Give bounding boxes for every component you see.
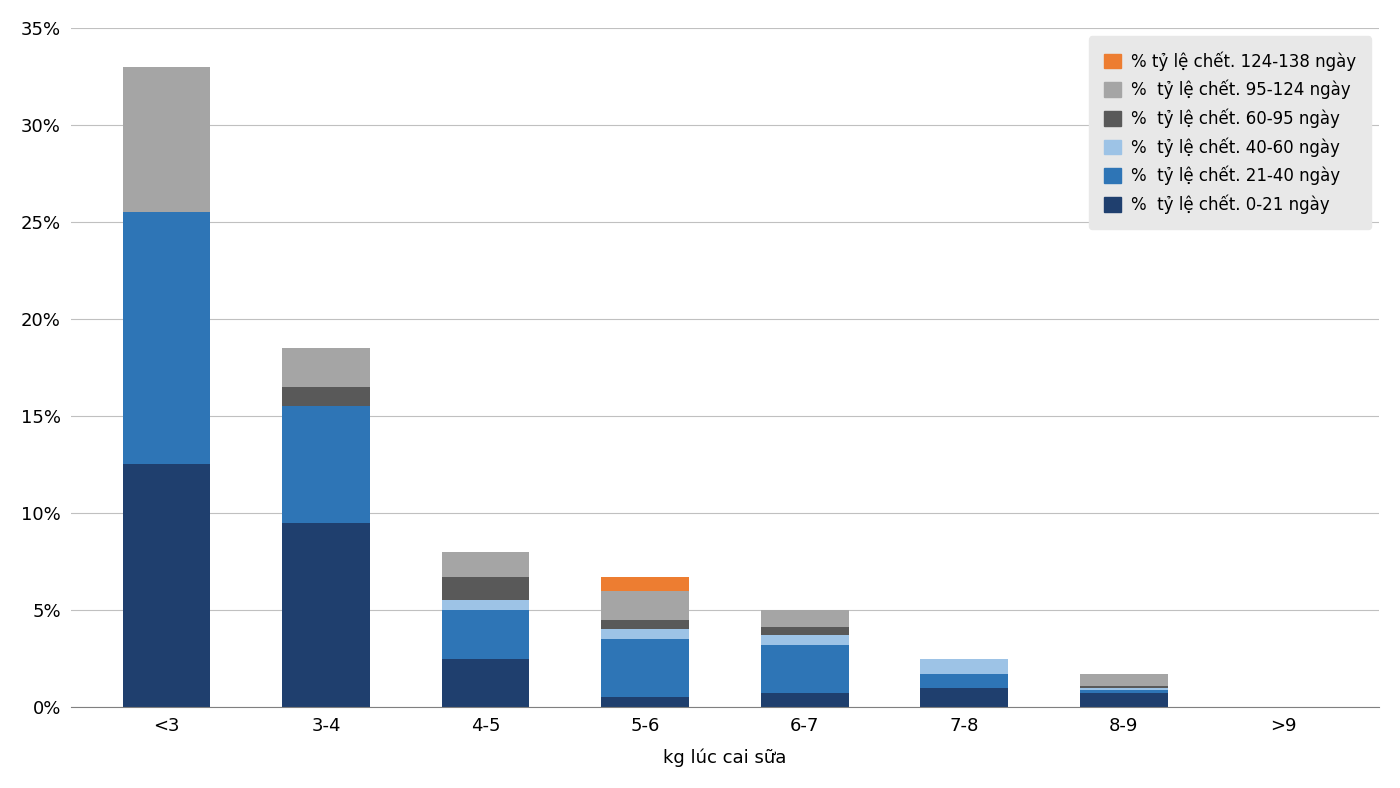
Bar <box>123 464 210 707</box>
Bar <box>601 591 689 619</box>
Bar <box>760 693 848 707</box>
Legend: % tỷ lệ chết. 124-138 ngày, %  tỷ lệ chết. 95-124 ngày, %  tỷ lệ chết. 60-95 ngà: % tỷ lệ chết. 124-138 ngày, % tỷ lệ chết… <box>1089 36 1371 229</box>
Bar <box>441 610 529 659</box>
Bar <box>283 348 370 387</box>
Bar <box>760 610 848 627</box>
Bar <box>283 407 370 522</box>
Bar <box>283 387 370 407</box>
Bar <box>123 67 210 212</box>
X-axis label: kg lúc cai sữa: kg lúc cai sữa <box>664 749 787 768</box>
Bar <box>601 619 689 630</box>
Bar <box>1079 674 1168 686</box>
Bar <box>441 600 529 610</box>
Bar <box>601 577 689 591</box>
Bar <box>601 630 689 639</box>
Bar <box>1079 693 1168 707</box>
Bar <box>601 697 689 707</box>
Bar <box>920 659 1008 674</box>
Bar <box>760 627 848 635</box>
Bar <box>760 645 848 693</box>
Bar <box>760 635 848 645</box>
Bar <box>1079 686 1168 688</box>
Bar <box>441 552 529 577</box>
Bar <box>920 674 1008 688</box>
Bar <box>441 577 529 600</box>
Bar <box>1079 688 1168 690</box>
Bar <box>920 688 1008 707</box>
Bar <box>1079 690 1168 693</box>
Bar <box>123 212 210 464</box>
Bar <box>601 639 689 697</box>
Bar <box>441 659 529 707</box>
Bar <box>283 522 370 707</box>
